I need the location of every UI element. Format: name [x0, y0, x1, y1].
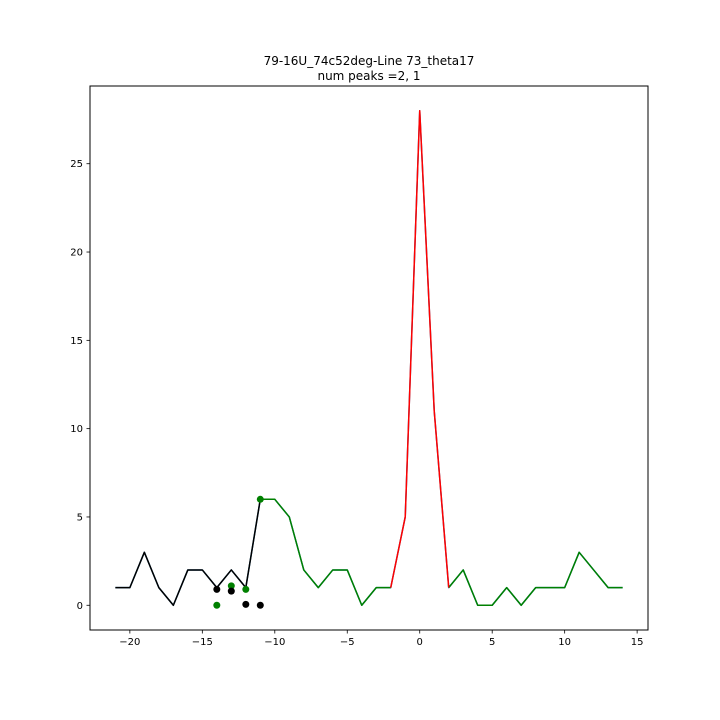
plot-frame — [89, 85, 649, 631]
series-layer — [115, 109, 623, 607]
y-tick-label: 20 — [70, 248, 83, 259]
series-line-2 — [448, 551, 623, 607]
x-tick-label: −10 — [264, 637, 285, 648]
marker-0-1 — [227, 582, 235, 590]
series-line-1 — [260, 498, 391, 607]
marker-1-0 — [213, 585, 221, 593]
y-tick-label: 0 — [77, 601, 83, 612]
series-line-4 — [115, 499, 262, 607]
chart-title: 79-16U_74c52deg-Line 73_theta17 — [264, 54, 475, 68]
y-tick-label: 25 — [70, 159, 83, 170]
x-tick-label: −20 — [119, 637, 140, 648]
marker-0-0 — [213, 601, 221, 609]
marker-0-2 — [242, 585, 250, 593]
marker-1-3 — [256, 601, 264, 609]
y-tick-label: 15 — [70, 336, 83, 347]
axes-layer: −20 −15 −10 −5 0 5 10 15 0 5 10 15 20 25 — [70, 85, 649, 648]
y-tick-label: 5 — [77, 512, 83, 523]
chart-subtitle: num peaks =2, 1 — [317, 69, 420, 83]
series-line-0 — [115, 109, 623, 607]
x-tick-label: −15 — [192, 637, 213, 648]
y-tick-label: 10 — [70, 424, 83, 435]
x-tick-label: 5 — [489, 637, 495, 648]
marker-1-2 — [242, 600, 250, 608]
x-tick-label: 15 — [631, 637, 644, 648]
marker-0-3 — [256, 495, 264, 503]
series-line-3 — [390, 109, 450, 588]
points-layer — [213, 495, 264, 609]
x-tick-label: −5 — [340, 637, 355, 648]
marker-1-1 — [227, 587, 235, 595]
x-tick-label: 0 — [417, 637, 423, 648]
x-tick-label: 10 — [558, 637, 571, 648]
